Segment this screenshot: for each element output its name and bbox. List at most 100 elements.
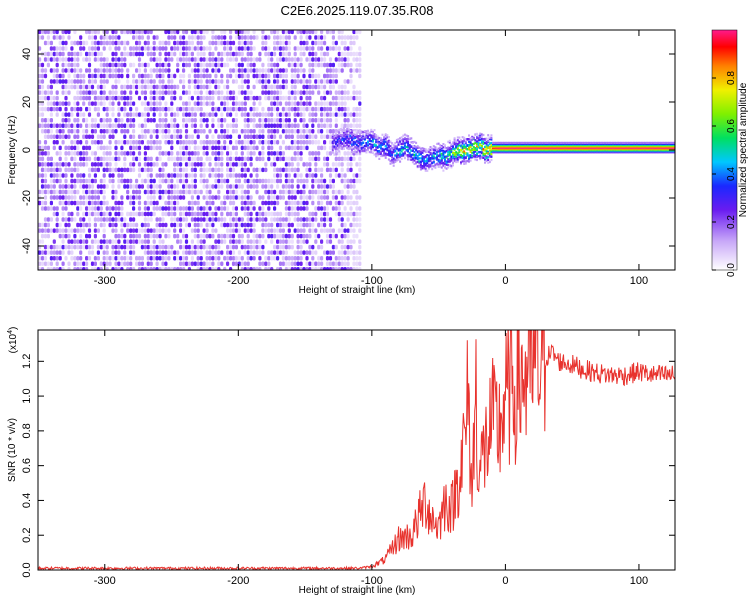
noise-cell (55, 57, 59, 62)
signal-cell (458, 136, 461, 139)
noise-cell (99, 73, 103, 79)
noise-cell (58, 35, 62, 40)
noise-cell (179, 162, 183, 167)
noise-cell (73, 62, 77, 68)
signal-cell (468, 144, 470, 147)
noise-cell (40, 30, 45, 35)
noise-cell (226, 129, 230, 134)
signal-cell (426, 154, 429, 157)
signal-cell (479, 132, 482, 135)
noise-cell (234, 178, 238, 184)
noise-cell (246, 145, 250, 151)
signal-cell (442, 146, 445, 149)
noise-cell (135, 84, 139, 90)
signal-cell (479, 154, 482, 157)
noise-cell (328, 233, 333, 239)
noise-cell (155, 156, 159, 162)
noise-cell (337, 106, 341, 112)
noise-cell (176, 206, 180, 211)
signal-cell (444, 146, 446, 149)
noise-cell (196, 228, 200, 233)
noise-cell (293, 35, 297, 40)
noise-cell (111, 239, 115, 244)
noise-cell (287, 178, 291, 184)
noise-cell (170, 123, 174, 128)
noise-cell (226, 95, 230, 101)
noise-cell (146, 250, 150, 255)
noise-cell (193, 261, 197, 266)
noise-cell (328, 112, 333, 117)
noise-cell (105, 62, 109, 68)
noise-cell (132, 239, 136, 244)
noise-cell (202, 95, 206, 101)
signal-cell (479, 146, 482, 149)
signal-cell (341, 146, 344, 149)
signal-cell (492, 141, 494, 144)
noise-cell (325, 162, 330, 167)
noise-cell (123, 40, 127, 46)
signal-cell (339, 127, 342, 131)
noise-cell (102, 57, 106, 62)
noise-cell (196, 256, 200, 261)
noise-cell (193, 84, 197, 90)
noise-cell (281, 84, 285, 90)
noise-cell (76, 129, 80, 134)
noise-cell (261, 73, 265, 79)
signal-cell (474, 148, 477, 151)
signal-cell (351, 136, 353, 139)
noise-cell (114, 84, 118, 90)
signal-cell (488, 152, 491, 155)
noise-cell (252, 30, 256, 35)
noise-cell (40, 145, 45, 151)
noise-cell (346, 46, 350, 51)
signal-cell (447, 160, 450, 163)
signal-cell (471, 151, 474, 154)
signal-cell (365, 132, 368, 135)
noise-cell (267, 222, 271, 228)
noise-cell (340, 112, 344, 117)
noise-cell (158, 145, 162, 151)
noise-cell (202, 46, 206, 51)
noise-cell (61, 73, 65, 79)
noise-cell (146, 84, 150, 90)
noise-cell (182, 106, 186, 112)
noise-cell (217, 167, 221, 173)
noise-cell (137, 79, 142, 84)
noise-cell (284, 189, 288, 195)
noise-cell (240, 233, 244, 239)
noise-cell (337, 90, 341, 95)
noise-cell (129, 101, 133, 106)
noise-cell (155, 73, 159, 79)
noise-cell (149, 228, 153, 233)
noise-cell (284, 134, 288, 139)
noise-cell (243, 145, 247, 151)
signal-cell (415, 149, 418, 152)
noise-cell (193, 46, 197, 51)
noise-cell (193, 145, 197, 151)
noise-cell (76, 95, 80, 101)
signal-cell (383, 136, 386, 139)
signal-cell (359, 138, 361, 141)
noise-cell (96, 211, 100, 217)
noise-cell (76, 173, 80, 178)
noise-cell (55, 211, 59, 217)
noise-cell (358, 73, 362, 79)
noise-cell (349, 68, 353, 73)
noise-cell (217, 256, 221, 261)
signal-cell (386, 143, 389, 146)
signal-cell (365, 151, 368, 154)
signal-cell (371, 143, 374, 146)
noise-cell (164, 46, 168, 51)
noise-cell (281, 256, 285, 261)
signal-cell (453, 160, 456, 163)
noise-cell (299, 101, 303, 106)
noise-cell (132, 217, 136, 222)
noise-cell (246, 206, 250, 211)
noise-cell (340, 106, 344, 112)
noise-cell (343, 267, 347, 270)
noise-cell (325, 189, 330, 195)
signal-cell (421, 167, 424, 170)
noise-cell (331, 112, 335, 117)
noise-cell (55, 134, 59, 139)
noise-cell (229, 239, 233, 244)
